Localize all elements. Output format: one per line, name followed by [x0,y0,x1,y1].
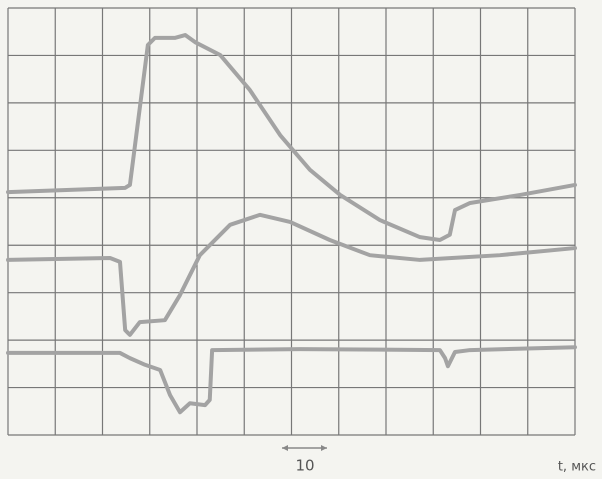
x-axis-label: t, мкс [558,460,596,475]
scale-label: 10 [295,457,314,475]
background [0,0,602,479]
chart: 10 t, мкс [0,0,602,479]
